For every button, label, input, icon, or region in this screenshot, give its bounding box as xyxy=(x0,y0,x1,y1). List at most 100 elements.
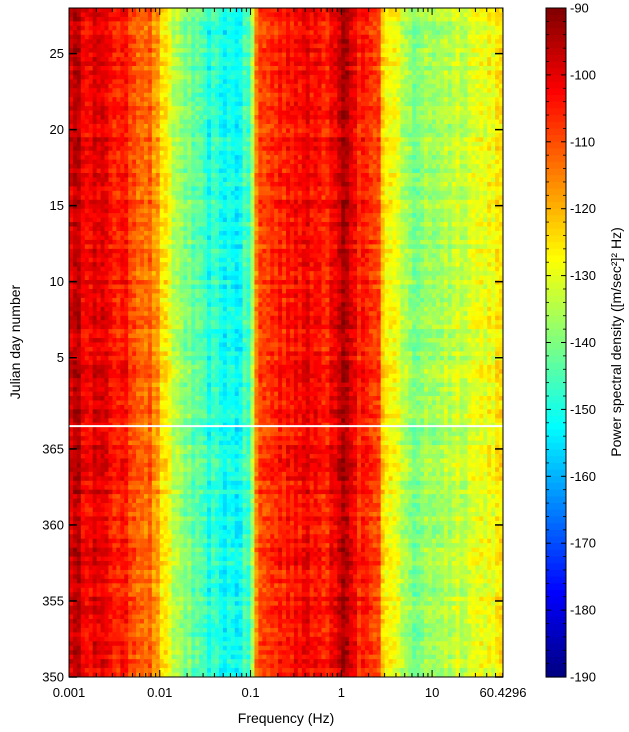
heatmap-cell xyxy=(447,186,453,192)
heatmap-cell xyxy=(151,70,157,76)
heatmap-cell xyxy=(439,177,445,183)
heatmap-cell xyxy=(199,123,204,130)
heatmap-cell xyxy=(254,146,259,152)
heatmap-cell xyxy=(258,199,263,205)
heatmap-cell xyxy=(388,195,394,201)
heatmap-cell xyxy=(84,57,90,63)
heatmap-cell xyxy=(128,70,133,76)
heatmap-cell xyxy=(234,83,240,89)
heatmap-cell xyxy=(364,199,370,205)
heatmap-cell xyxy=(266,115,271,121)
heatmap-cell xyxy=(368,39,374,45)
heatmap-cell xyxy=(222,181,228,187)
heatmap-cell xyxy=(360,132,366,138)
heatmap-cell xyxy=(412,8,417,14)
heatmap-cell xyxy=(443,204,449,210)
heatmap-cell xyxy=(104,52,110,58)
heatmap-cell xyxy=(416,115,421,121)
heatmap-cell xyxy=(297,101,303,107)
heatmap-cell xyxy=(246,190,252,196)
heatmap-cell xyxy=(428,61,433,67)
heatmap-cell xyxy=(262,155,267,161)
heatmap-cell xyxy=(408,21,413,27)
heatmap-cell xyxy=(100,186,106,192)
heatmap-cell xyxy=(120,106,125,112)
heatmap-cell xyxy=(262,48,267,54)
heatmap-cell xyxy=(116,137,121,143)
heatmap-cell xyxy=(431,173,437,179)
heatmap-cell xyxy=(499,65,503,72)
heatmap-cell xyxy=(443,70,449,76)
heatmap-cell xyxy=(258,168,263,174)
heatmap-cell xyxy=(159,92,165,98)
heatmap-cell xyxy=(435,141,441,147)
heatmap-cell xyxy=(266,16,271,22)
heatmap-cell xyxy=(467,34,473,40)
heatmap-cell xyxy=(203,155,208,161)
heatmap-cell xyxy=(309,199,315,205)
heatmap-cell xyxy=(337,155,342,161)
heatmap-cell xyxy=(282,115,287,121)
heatmap-cell xyxy=(72,173,78,179)
heatmap-cell xyxy=(128,164,133,170)
heatmap-cell xyxy=(104,208,110,214)
heatmap-cell xyxy=(108,65,113,72)
heatmap-cell xyxy=(151,88,157,94)
heatmap-cell xyxy=(408,128,413,134)
heatmap-cell xyxy=(301,195,307,201)
heatmap-cell xyxy=(195,195,200,201)
heatmap-cell xyxy=(191,34,196,40)
heatmap-cell xyxy=(412,97,417,103)
heatmap-cell xyxy=(159,190,165,196)
heatmap-cell xyxy=(289,21,295,27)
heatmap-cell xyxy=(463,30,469,36)
heatmap-cell xyxy=(479,21,484,27)
heatmap-cell xyxy=(258,65,263,72)
heatmap-cell xyxy=(242,204,248,210)
heatmap-cell xyxy=(195,97,200,103)
heatmap-cell xyxy=(313,65,319,72)
heatmap-cell xyxy=(214,52,220,58)
heatmap-cell xyxy=(349,48,354,54)
heatmap-cell xyxy=(467,168,473,174)
heatmap-cell xyxy=(278,150,283,156)
heatmap-cell xyxy=(96,137,102,143)
heatmap-cell xyxy=(76,186,82,192)
heatmap-cell xyxy=(495,155,500,161)
heatmap-cell xyxy=(360,199,366,205)
heatmap-cell xyxy=(108,97,113,103)
heatmap-cell xyxy=(159,65,165,72)
heatmap-cell xyxy=(329,168,334,174)
heatmap-cell xyxy=(360,92,366,98)
heatmap-cell xyxy=(222,168,228,174)
heatmap-cell xyxy=(199,177,204,183)
heatmap-cell xyxy=(136,65,141,72)
heatmap-cell xyxy=(155,181,161,187)
heatmap-cell xyxy=(282,150,287,156)
heatmap-cell xyxy=(218,83,224,89)
heatmap-cell xyxy=(242,119,248,125)
heatmap-cell xyxy=(487,39,492,45)
heatmap-cell xyxy=(447,61,453,67)
heatmap-cell xyxy=(140,70,145,76)
heatmap-cell xyxy=(242,21,248,27)
heatmap-cell xyxy=(175,34,181,40)
heatmap-cell xyxy=(325,115,330,121)
heatmap-cell xyxy=(163,186,169,192)
heatmap-cell xyxy=(234,204,240,210)
heatmap-cell xyxy=(408,57,413,63)
heatmap-cell xyxy=(88,168,94,174)
heatmap-cell xyxy=(325,186,330,192)
heatmap-cell xyxy=(218,181,224,187)
heatmap-cell xyxy=(270,65,275,72)
heatmap-cell xyxy=(120,119,125,125)
heatmap-cell xyxy=(124,204,129,210)
heatmap-cell xyxy=(254,88,259,94)
heatmap-cell xyxy=(230,155,236,161)
heatmap-cell xyxy=(357,123,362,130)
heatmap-cell xyxy=(463,141,469,147)
heatmap-cell xyxy=(451,128,457,134)
heatmap-cell xyxy=(483,195,488,201)
heatmap-cell xyxy=(92,123,98,130)
heatmap-cell xyxy=(112,57,117,63)
